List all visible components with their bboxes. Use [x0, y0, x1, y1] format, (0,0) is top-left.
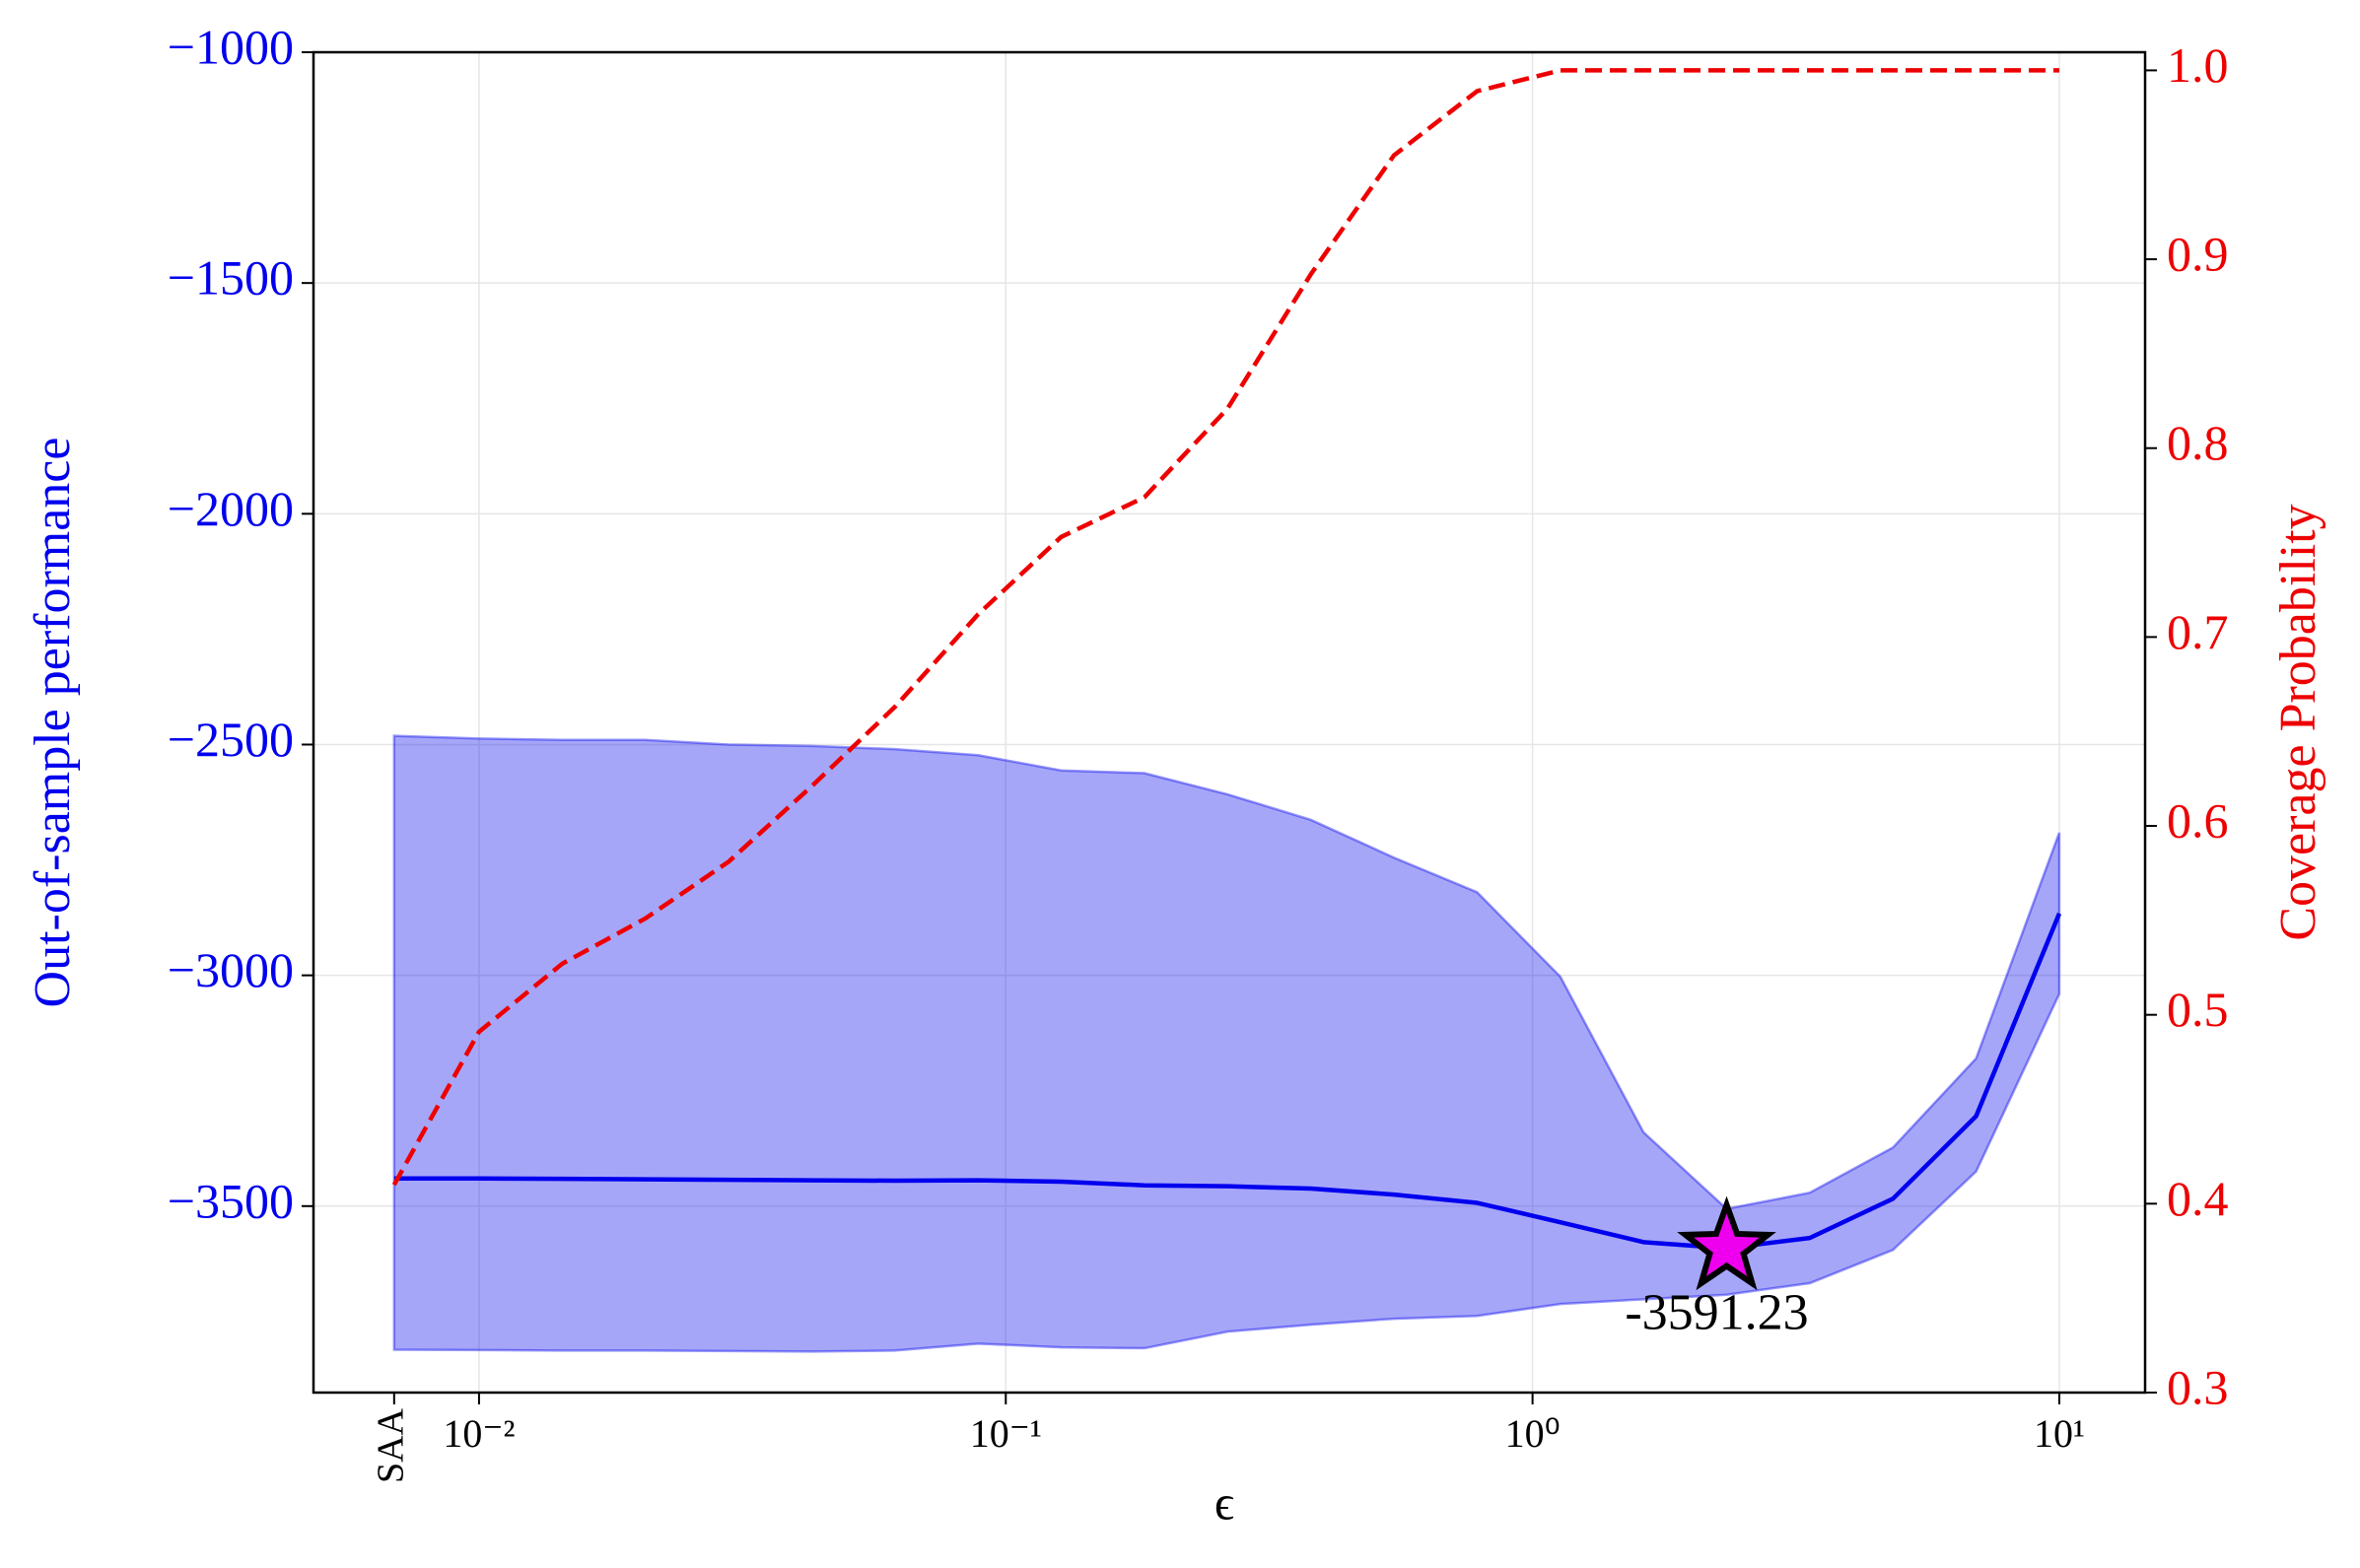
y-tick-label: −2000	[168, 481, 294, 536]
annotation-label: -3591.23	[1625, 1284, 1808, 1340]
best-marker	[1677, 1195, 1776, 1291]
y-tick-label: −3500	[168, 1173, 294, 1228]
y2-tick-label: 0.6	[2167, 792, 2229, 848]
x-tick-label: 10⁻¹	[970, 1411, 1042, 1456]
y-tick-label: −3000	[168, 942, 294, 997]
y-tick-label: −1500	[168, 250, 294, 306]
x-axis-label: ϵ	[1215, 1474, 1234, 1530]
y2-tick-label: 0.4	[2167, 1171, 2229, 1226]
coverage-line	[391, 68, 2059, 1187]
y2-axis-label: Coverage Probability	[2270, 504, 2326, 940]
y-tick-label: −1000	[168, 19, 294, 74]
y2-tick-label: 0.3	[2167, 1359, 2229, 1414]
plot-frame	[312, 50, 2147, 1395]
y2-tick-label: 0.9	[2167, 227, 2229, 282]
x-tick-label: SAA	[371, 1407, 412, 1483]
band-area	[392, 734, 2061, 1353]
x-tick-label: 10¹	[2034, 1411, 2085, 1456]
y-tick-label: −2500	[168, 712, 294, 767]
y2-tick-label: 1.0	[2167, 37, 2229, 93]
x-tick-label: 10⁰	[1505, 1411, 1561, 1456]
mean-line	[393, 913, 2062, 1251]
y2-tick-label: 0.8	[2167, 415, 2229, 470]
x-tick-label: 10⁻²	[443, 1411, 515, 1456]
y2-tick-label: 0.7	[2167, 604, 2229, 659]
y-axis-label: Out-of-sample performance	[25, 438, 81, 1008]
y2-tick-label: 0.5	[2167, 982, 2229, 1037]
